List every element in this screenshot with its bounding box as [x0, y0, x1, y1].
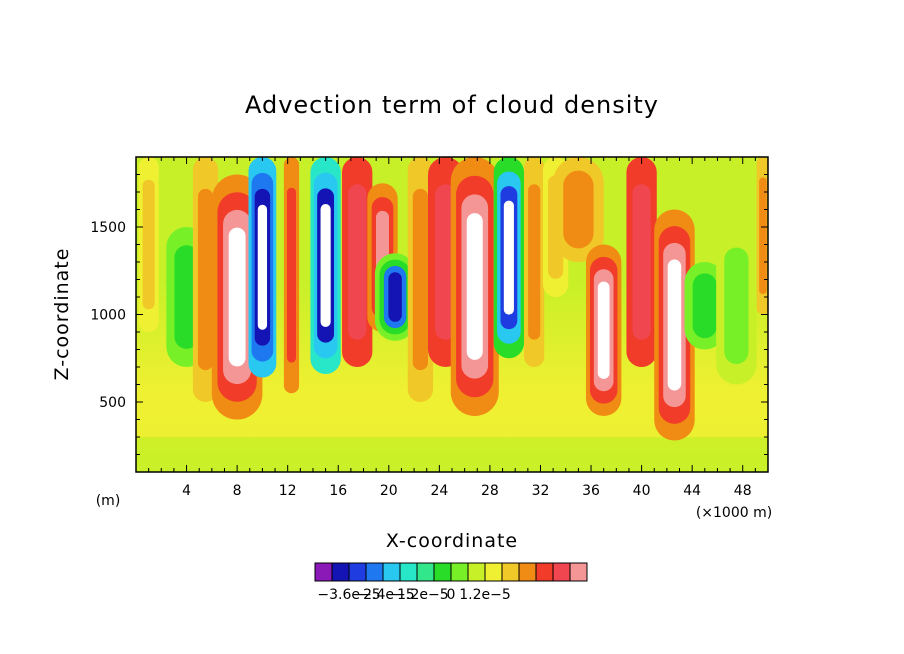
colorbar-swatch: [552, 562, 571, 582]
x-tick-label: 24: [430, 483, 448, 499]
colorbar-swatch: [331, 562, 350, 582]
colorbar-swatch: [416, 562, 435, 582]
x-unit-label: (×1000 m): [696, 505, 772, 521]
field-contour: [286, 187, 297, 363]
colorbar-label: −1.2e−5: [385, 587, 448, 603]
field-contour: [503, 200, 514, 315]
x-tick-label: 48: [734, 483, 752, 499]
colorbar-swatch: [365, 562, 384, 582]
field-contour: [228, 227, 246, 367]
colorbar-swatch: [399, 562, 418, 582]
x-axis-ticks: 4 8 12 16 20 24 28 32 36 40 44 48: [148, 157, 756, 499]
colorbar: [314, 562, 588, 582]
field-contour: [412, 188, 428, 371]
y-tick-label: 1000: [90, 308, 126, 324]
field-contour: [563, 170, 594, 249]
x-tick-label: 4: [182, 483, 191, 499]
colorbar-swatch: [314, 562, 333, 582]
colorbar-swatch: [348, 562, 367, 582]
field-contour: [257, 204, 268, 330]
colorbar-label: 0: [447, 587, 456, 603]
field-band: [136, 437, 768, 472]
colorbar-swatch: [382, 562, 401, 582]
x-tick-label: 40: [633, 483, 651, 499]
colorbar-label: −3.6e−5: [317, 587, 380, 603]
heatmap-field: [136, 157, 768, 472]
field-contour: [632, 184, 651, 340]
colorbar-swatch: [569, 562, 588, 582]
y-axis-label: Z-coordinate: [51, 248, 73, 381]
colorbar-swatch: [484, 562, 503, 582]
field-contour: [348, 184, 367, 340]
colorbar-swatch: [535, 562, 554, 582]
field-contour: [692, 273, 717, 339]
x-tick-label: 32: [532, 483, 550, 499]
chart-title: Advection term of cloud density: [245, 91, 659, 119]
x-tick-label: 16: [329, 483, 347, 499]
colorbar-swatch: [501, 562, 520, 582]
x-tick-label: 44: [683, 483, 701, 499]
colorbar-swatch: [518, 562, 537, 582]
x-tick-label: 8: [233, 483, 242, 499]
field-contour: [466, 213, 483, 360]
heatmap-plot-area: [136, 157, 768, 472]
field-contour: [759, 177, 767, 295]
y-axis-ticks: 500 1000 1500: [90, 174, 768, 455]
field-contour: [320, 204, 331, 327]
y-unit-label: (m): [96, 493, 121, 509]
field-contour: [197, 188, 214, 371]
colorbar-swatch: [450, 562, 469, 582]
field-contour: [174, 245, 199, 349]
y-tick-label: 1500: [90, 220, 126, 236]
x-tick-label: 20: [380, 483, 398, 499]
field-contour: [597, 281, 610, 379]
colorbar-swatch: [467, 562, 486, 582]
y-tick-label: 500: [99, 395, 126, 411]
field-contour: [667, 259, 682, 391]
colorbar-label: −2.4e−5: [351, 587, 414, 603]
field-contour: [388, 272, 402, 322]
x-tick-label: 12: [279, 483, 297, 499]
x-tick-label: 28: [481, 483, 499, 499]
x-axis-label: X-coordinate: [386, 530, 518, 552]
field-contour: [528, 184, 541, 340]
field-contour: [724, 247, 749, 365]
x-tick-label: 36: [582, 483, 600, 499]
colorbar-swatch: [433, 562, 452, 582]
colorbar-label: 1.2e−5: [459, 587, 511, 603]
colorbar-labels: −3.6e−5−2.4e−5−1.2e−50 1.2e−5: [317, 587, 510, 603]
field-contour: [142, 179, 155, 310]
